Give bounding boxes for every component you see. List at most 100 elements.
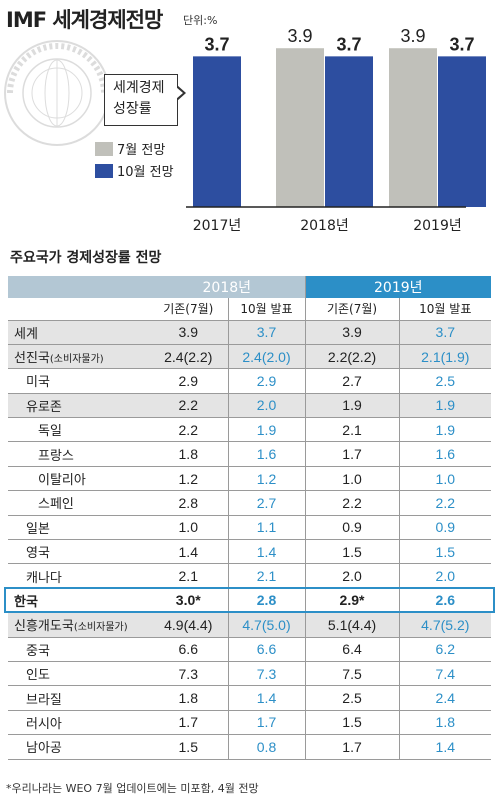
growth-table: 2018년 2019년 기존(7월) 10월 발표 기존(7월) 10월 발표 … <box>8 276 492 760</box>
value-cell: 1.5 <box>304 539 400 565</box>
value-cell: 3.7 <box>227 320 306 345</box>
value-cell: 2.4(2.2) <box>149 344 228 370</box>
value-cell: 1.2 <box>227 466 306 492</box>
value-cell: 7.3 <box>227 661 306 687</box>
country-name: 인도 <box>8 661 149 687</box>
x-tick-label: 2018년 <box>300 218 349 234</box>
bar-label-october: 3.7 <box>449 34 474 54</box>
table-row: 세계 3.9 3.7 3.9 3.7 <box>8 320 492 345</box>
value-cell: 2.5 <box>304 685 400 711</box>
table-row: 남아공 1.5 0.8 1.7 1.4 <box>8 734 492 760</box>
value-cell: 3.0* <box>149 588 228 614</box>
legend-swatch-october <box>95 163 113 178</box>
col-2018-october: 10월 발표 <box>227 298 306 321</box>
value-cell: 1.1 <box>227 515 306 541</box>
table-row: 독일 2.2 1.9 2.1 1.9 <box>8 417 492 443</box>
bar-october <box>325 56 373 207</box>
country-name: 독일 <box>8 417 149 443</box>
value-cell: 4.7(5.0) <box>227 612 306 638</box>
value-cell: 1.9 <box>398 417 492 443</box>
value-cell: 3.9 <box>304 320 400 345</box>
table-row: 프랑스 1.8 1.6 1.7 1.6 <box>8 441 492 467</box>
country-label: 러시아 <box>26 716 62 732</box>
value-cell: 1.0 <box>149 515 228 541</box>
bar-label-october: 3.7 <box>336 34 361 54</box>
country-name: 스페인 <box>8 490 149 516</box>
value-cell: 0.9 <box>304 515 400 541</box>
value-cell: 6.6 <box>227 637 306 662</box>
value-cell: 1.0 <box>398 466 492 492</box>
value-cell: 1.7 <box>304 441 400 467</box>
value-cell: 1.5 <box>398 539 492 565</box>
bar-july <box>389 48 437 207</box>
value-cell: 1.6 <box>398 441 492 467</box>
unit-label: 단위:% <box>183 14 218 27</box>
table-row: 한국 3.0* 2.8 2.9* 2.6 <box>8 588 492 614</box>
value-cell: 1.5 <box>304 710 400 736</box>
country-name: 신흥개도국(소비자물가) <box>8 612 149 638</box>
value-cell: 1.0 <box>304 466 400 492</box>
country-label: 영국 <box>26 546 50 562</box>
value-cell: 1.4 <box>149 539 228 565</box>
country-label: 프랑스 <box>38 448 74 464</box>
value-cell: 2.2(2.2) <box>304 344 400 370</box>
x-tick-label: 2017년 <box>193 218 242 234</box>
table-row: 러시아 1.7 1.7 1.5 1.8 <box>8 710 492 736</box>
table-row: 브라질 1.8 1.4 2.5 2.4 <box>8 685 492 711</box>
value-cell: 2.1 <box>227 563 306 589</box>
value-cell: 6.4 <box>304 637 400 662</box>
year-header-row: 2018년 2019년 <box>8 276 492 298</box>
value-cell: 6.2 <box>398 637 492 662</box>
country-label: 스페인 <box>38 497 74 513</box>
chart-annotation: 세계경제 성장률 <box>104 74 178 126</box>
table-row: 신흥개도국(소비자물가) 4.9(4.4) 4.7(5.0) 5.1(4.4) 4.7(… <box>8 612 492 638</box>
country-name: 한국 <box>8 588 149 614</box>
value-cell: 1.8 <box>149 685 228 711</box>
value-cell: 2.6 <box>398 588 492 614</box>
country-label: 미국 <box>26 375 50 391</box>
value-cell: 7.4 <box>398 661 492 687</box>
col-2019-existing: 기존(7월) <box>304 298 400 321</box>
legend-item-october: 10월 전망 <box>95 161 174 180</box>
value-cell: 1.9 <box>227 417 306 443</box>
value-cell: 2.5 <box>398 368 492 394</box>
value-cell: 1.4 <box>227 539 306 565</box>
table-row: 캐나다 2.1 2.1 2.0 2.0 <box>8 563 492 589</box>
country-name: 미국 <box>8 368 149 394</box>
table-row: 선진국(소비자물가) 2.4(2.2) 2.4(2.0) 2.2(2.2) 2.1(1.… <box>8 344 492 370</box>
country-name: 남아공 <box>8 734 149 760</box>
country-name: 이탈리아 <box>8 466 149 492</box>
value-cell: 7.5 <box>304 661 400 687</box>
legend-swatch-july <box>95 141 113 156</box>
value-cell: 2.9* <box>304 588 400 614</box>
annotation-line-2: 성장률 <box>113 101 152 117</box>
legend-label-july: 7월 전망 <box>117 143 166 158</box>
value-cell: 6.6 <box>149 637 228 662</box>
value-cell: 3.9 <box>149 320 228 345</box>
bar-label-october: 3.7 <box>204 34 229 54</box>
value-cell: 0.8 <box>227 734 306 760</box>
value-cell: 0.9 <box>398 515 492 541</box>
legend-label-october: 10월 전망 <box>117 165 174 180</box>
value-cell: 1.8 <box>398 710 492 736</box>
value-cell: 2.7 <box>304 368 400 394</box>
country-name: 일본 <box>8 515 149 541</box>
footnote: *우리나라는 WEO 7월 업데이트에는 미포함, 4월 전망 <box>6 782 259 795</box>
value-cell: 5.1(4.4) <box>304 612 400 638</box>
year-2018-header: 2018년 <box>149 276 306 298</box>
table-title: 주요국가 경제성장률 전망 <box>10 250 162 266</box>
value-cell: 2.1 <box>149 563 228 589</box>
country-label: 인도 <box>26 668 50 684</box>
annotation-line-1: 세계경제 <box>113 80 165 96</box>
value-cell: 2.2 <box>149 417 228 443</box>
country-note: (소비자물가) <box>49 354 104 366</box>
table-row: 스페인 2.8 2.7 2.2 2.2 <box>8 490 492 516</box>
year-2019-header: 2019년 <box>304 276 492 298</box>
country-label: 선진국 <box>14 351 50 367</box>
table-row: 유로존 2.2 2.0 1.9 1.9 <box>8 393 492 419</box>
bar-october <box>438 56 486 207</box>
bar-label-july: 3.9 <box>287 26 312 46</box>
legend-item-july: 7월 전망 <box>95 139 165 158</box>
value-cell: 1.6 <box>227 441 306 467</box>
country-name: 선진국(소비자물가) <box>8 344 149 370</box>
